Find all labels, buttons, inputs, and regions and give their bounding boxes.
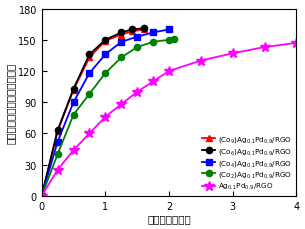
Ag$_{0.1}$Pd$_{0.9}$/RGO	[231, 53, 235, 55]
Ag$_{0.1}$Pd$_{0.9}$/RGO	[88, 132, 91, 135]
(Co$_9$)Ag$_{0.1}$Pd$_{0.9}$/RGO	[120, 34, 123, 37]
(Co$_9$)Ag$_{0.1}$Pd$_{0.9}$/RGO	[88, 57, 91, 60]
(Co$_9$)Ag$_{0.1}$Pd$_{0.9}$/RGO	[72, 89, 75, 92]
(Co$_2$)Ag$_{0.1}$Pd$_{0.9}$/RGO	[172, 38, 176, 41]
Ag$_{0.1}$Pd$_{0.9}$/RGO	[167, 70, 171, 73]
Ag$_{0.1}$Pd$_{0.9}$/RGO	[72, 149, 75, 152]
Line: Ag$_{0.1}$Pd$_{0.9}$/RGO: Ag$_{0.1}$Pd$_{0.9}$/RGO	[37, 39, 301, 201]
Ag$_{0.1}$Pd$_{0.9}$/RGO	[120, 104, 123, 106]
(Co$_4$)Ag$_{0.1}$Pd$_{0.9}$/RGO	[40, 195, 44, 197]
Ag$_{0.1}$Pd$_{0.9}$/RGO	[135, 91, 139, 94]
(Co$_4$)Ag$_{0.1}$Pd$_{0.9}$/RGO	[167, 29, 171, 32]
(Co$_2$)Ag$_{0.1}$Pd$_{0.9}$/RGO	[88, 93, 91, 96]
(Co$_9$)Ag$_{0.1}$Pd$_{0.9}$/RGO	[130, 31, 134, 34]
Ag$_{0.1}$Pd$_{0.9}$/RGO	[151, 81, 155, 83]
Line: (Co$_2$)Ag$_{0.1}$Pd$_{0.9}$/RGO: (Co$_2$)Ag$_{0.1}$Pd$_{0.9}$/RGO	[38, 36, 177, 199]
(Co$_2$)Ag$_{0.1}$Pd$_{0.9}$/RGO	[135, 46, 139, 49]
Line: (Co$_4$)Ag$_{0.1}$Pd$_{0.9}$/RGO: (Co$_4$)Ag$_{0.1}$Pd$_{0.9}$/RGO	[39, 27, 172, 199]
Ag$_{0.1}$Pd$_{0.9}$/RGO	[295, 42, 298, 45]
(Co$_2$)Ag$_{0.1}$Pd$_{0.9}$/RGO	[56, 153, 59, 156]
(Co$_4$)Ag$_{0.1}$Pd$_{0.9}$/RGO	[56, 141, 59, 143]
(Co$_9$)Ag$_{0.1}$Pd$_{0.9}$/RGO	[142, 29, 145, 32]
(Co$_6$)Ag$_{0.1}$Pd$_{0.9}$/RGO	[120, 32, 123, 35]
(Co$_4$)Ag$_{0.1}$Pd$_{0.9}$/RGO	[151, 32, 155, 35]
Ag$_{0.1}$Pd$_{0.9}$/RGO	[103, 116, 107, 119]
Line: (Co$_6$)Ag$_{0.1}$Pd$_{0.9}$/RGO: (Co$_6$)Ag$_{0.1}$Pd$_{0.9}$/RGO	[38, 26, 147, 199]
(Co$_6$)Ag$_{0.1}$Pd$_{0.9}$/RGO	[142, 28, 145, 30]
(Co$_4$)Ag$_{0.1}$Pd$_{0.9}$/RGO	[72, 101, 75, 104]
Ag$_{0.1}$Pd$_{0.9}$/RGO	[40, 195, 44, 197]
(Co$_4$)Ag$_{0.1}$Pd$_{0.9}$/RGO	[103, 54, 107, 57]
(Co$_6$)Ag$_{0.1}$Pd$_{0.9}$/RGO	[88, 54, 91, 57]
(Co$_4$)Ag$_{0.1}$Pd$_{0.9}$/RGO	[135, 36, 139, 39]
(Co$_2$)Ag$_{0.1}$Pd$_{0.9}$/RGO	[103, 72, 107, 75]
(Co$_6$)Ag$_{0.1}$Pd$_{0.9}$/RGO	[103, 39, 107, 42]
(Co$_9$)Ag$_{0.1}$Pd$_{0.9}$/RGO	[103, 40, 107, 43]
(Co$_4$)Ag$_{0.1}$Pd$_{0.9}$/RGO	[88, 72, 91, 75]
(Co$_9$)Ag$_{0.1}$Pd$_{0.9}$/RGO	[56, 130, 59, 133]
Line: (Co$_9$)Ag$_{0.1}$Pd$_{0.9}$/RGO: (Co$_9$)Ag$_{0.1}$Pd$_{0.9}$/RGO	[38, 27, 147, 199]
(Co$_6$)Ag$_{0.1}$Pd$_{0.9}$/RGO	[56, 129, 59, 132]
X-axis label: 反応時間（分）: 反応時間（分）	[147, 213, 191, 224]
(Co$_2$)Ag$_{0.1}$Pd$_{0.9}$/RGO	[151, 41, 155, 44]
(Co$_6$)Ag$_{0.1}$Pd$_{0.9}$/RGO	[130, 29, 134, 32]
(Co$_9$)Ag$_{0.1}$Pd$_{0.9}$/RGO	[40, 195, 44, 197]
(Co$_2$)Ag$_{0.1}$Pd$_{0.9}$/RGO	[40, 195, 44, 197]
Legend: (Co$_9$)Ag$_{0.1}$Pd$_{0.9}$/RGO, (Co$_6$)Ag$_{0.1}$Pd$_{0.9}$/RGO, (Co$_4$)Ag$_: (Co$_9$)Ag$_{0.1}$Pd$_{0.9}$/RGO, (Co$_6…	[201, 134, 293, 192]
Ag$_{0.1}$Pd$_{0.9}$/RGO	[56, 169, 59, 172]
(Co$_2$)Ag$_{0.1}$Pd$_{0.9}$/RGO	[167, 39, 171, 42]
(Co$_2$)Ag$_{0.1}$Pd$_{0.9}$/RGO	[120, 57, 123, 60]
Ag$_{0.1}$Pd$_{0.9}$/RGO	[263, 46, 266, 49]
(Co$_6$)Ag$_{0.1}$Pd$_{0.9}$/RGO	[40, 195, 44, 197]
(Co$_6$)Ag$_{0.1}$Pd$_{0.9}$/RGO	[72, 88, 75, 91]
Y-axis label: 放出ガス量（ミリリットル）: 放出ガス量（ミリリットル）	[5, 62, 16, 143]
(Co$_2$)Ag$_{0.1}$Pd$_{0.9}$/RGO	[72, 114, 75, 117]
(Co$_4$)Ag$_{0.1}$Pd$_{0.9}$/RGO	[120, 41, 123, 44]
Ag$_{0.1}$Pd$_{0.9}$/RGO	[199, 60, 203, 63]
